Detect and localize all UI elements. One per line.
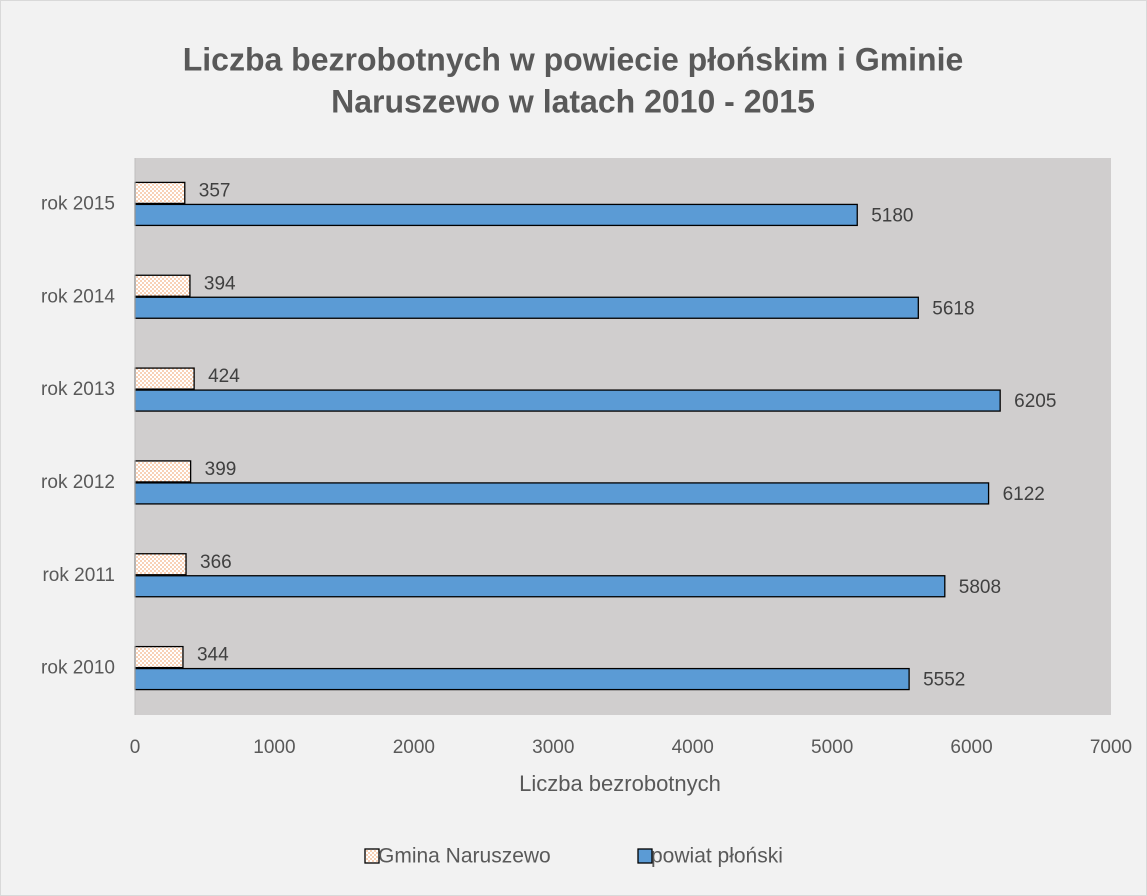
chart-title: Naruszewo w latach 2010 - 2015 — [331, 83, 815, 119]
legend-swatch — [637, 848, 653, 864]
bar — [134, 367, 195, 390]
bar — [134, 389, 1001, 412]
y-tick-label: rok 2013 — [41, 379, 115, 400]
x-tick-label: 1000 — [253, 737, 295, 758]
x-tick-label: 3000 — [532, 737, 574, 758]
data-label: 5808 — [959, 577, 1001, 598]
bar — [134, 274, 191, 297]
data-label: 6205 — [1014, 391, 1056, 412]
x-tick-label: 7000 — [1090, 737, 1132, 758]
bar — [134, 181, 186, 205]
data-label: 424 — [208, 366, 240, 387]
bar — [134, 203, 858, 227]
data-label: 5618 — [932, 298, 974, 319]
chart-title: Liczba bezrobotnych w powiecie płońskim … — [183, 41, 964, 77]
legend-swatch — [364, 848, 380, 864]
x-tick-label: 4000 — [672, 737, 714, 758]
y-tick-label: rok 2015 — [41, 193, 115, 214]
legend-label: powiat płoński — [651, 845, 783, 868]
data-label: 394 — [204, 273, 236, 294]
data-label: 366 — [200, 552, 232, 573]
legend-label: Gmina Naruszewo — [378, 845, 551, 868]
bar — [134, 575, 946, 598]
data-label: 5552 — [923, 670, 965, 691]
bar — [134, 460, 192, 483]
bar — [134, 296, 919, 319]
bar — [134, 667, 910, 691]
x-axis-title: Liczba bezrobotnych — [519, 771, 721, 796]
y-tick-label: rok 2010 — [41, 658, 115, 679]
x-tick-label: 6000 — [950, 737, 992, 758]
data-label: 5180 — [871, 205, 913, 226]
bar — [134, 553, 187, 576]
x-tick-label: 2000 — [393, 737, 435, 758]
y-tick-label: rok 2011 — [42, 565, 115, 586]
data-label: 357 — [199, 180, 231, 201]
x-tick-label: 0 — [130, 737, 141, 758]
x-tick-label: 5000 — [811, 737, 853, 758]
bar — [134, 482, 990, 505]
bar — [134, 645, 184, 669]
plot-area — [135, 158, 1111, 715]
y-tick-label: rok 2012 — [41, 472, 115, 493]
y-tick-label: rok 2014 — [41, 286, 115, 307]
data-label: 344 — [197, 645, 229, 666]
data-label: 6122 — [1003, 484, 1045, 505]
data-label: 399 — [205, 459, 237, 480]
